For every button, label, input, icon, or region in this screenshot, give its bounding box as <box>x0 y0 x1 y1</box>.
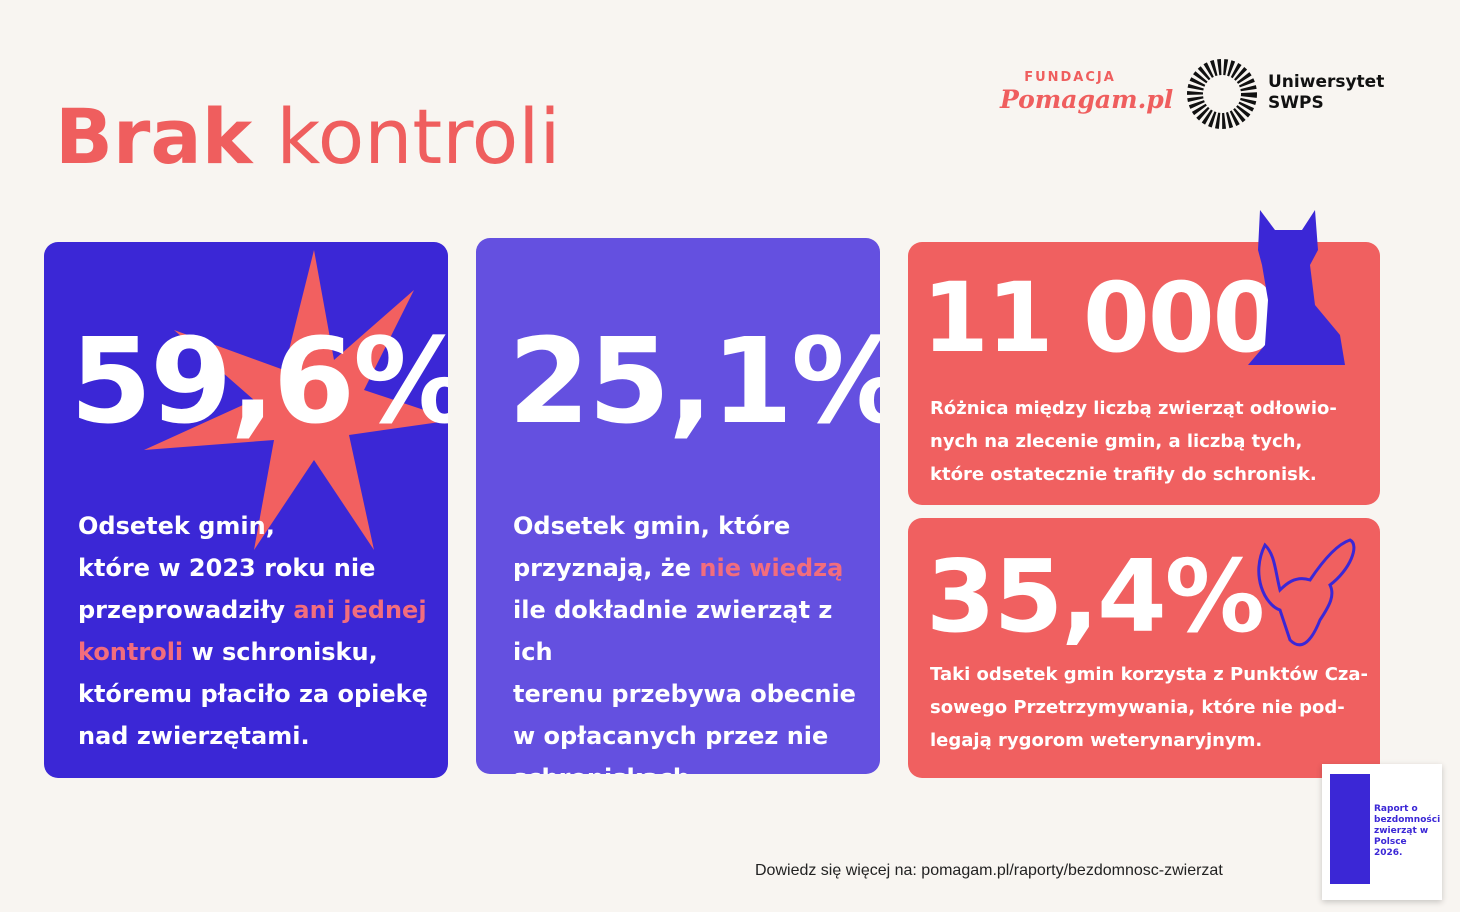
card-text: Odsetek gmin, które przyznają, że nie wi… <box>513 505 880 774</box>
card: 59,6% Odsetek gmin, które w 2023 roku ni… <box>44 242 448 778</box>
card-text: Taki odsetek gmin korzysta z Punktów Cza… <box>930 664 1369 751</box>
cat-illustration <box>1248 210 1345 365</box>
report-title: Raport o bezdomności zwierząt w Polsce 2… <box>1374 804 1441 858</box>
card-text: Różnica między liczbą zwierząt odłowio- … <box>930 398 1337 485</box>
logo-pomagam: FUNDACJA Pomagam.pl <box>1000 70 1174 114</box>
highlight: ani jednej kontroli <box>78 596 427 666</box>
logo-swps-mark <box>1187 59 1257 129</box>
text: ile dokładnie zwierząt z ich terenu prze… <box>513 596 856 774</box>
text: w schronisku, któremu płaciło za opiekę … <box>78 638 428 750</box>
cat <box>1248 210 1345 365</box>
title-light: kontroli <box>276 92 561 181</box>
card: 11 000 Różnica między liczbą zwierząt od… <box>908 242 1380 505</box>
highlight: nie wiedzą <box>699 554 844 582</box>
title-bold: Brak <box>55 92 253 181</box>
title: Brak kontroli <box>55 92 561 181</box>
text: Odsetek gmin, które w 2023 roku nie prze… <box>78 512 376 624</box>
sunburst <box>1187 59 1257 129</box>
footer: Dowiedz się więcej na: pomagam.pl/raport… <box>755 862 1223 879</box>
text: Odsetek gmin, które przyznają, że <box>513 512 791 582</box>
logo-text: Uniwersytet <box>1268 72 1385 92</box>
stat: 35,4% <box>926 538 1265 655</box>
dog-illustration <box>1257 538 1356 647</box>
star <box>144 250 448 550</box>
report-thumbnail: Raport o bezdomności zwierząt w Polsce 2… <box>1322 764 1442 900</box>
thumb-graphic <box>1330 774 1370 884</box>
logo-text: Pomagam.pl <box>1000 85 1174 114</box>
card: 25,1% Odsetek gmin, które przyznają, że … <box>476 238 880 774</box>
card-text: Odsetek gmin, które w 2023 roku nie prze… <box>78 505 428 757</box>
stat: 59,6% <box>70 312 448 450</box>
card: 35,4% Taki odsetek gmin korzysta z Punkt… <box>908 518 1380 778</box>
logo-text: SWPS <box>1268 93 1324 113</box>
stat: 25,1% <box>508 312 880 450</box>
dog <box>1257 538 1356 647</box>
star-decoration <box>144 250 448 550</box>
logo-swps: Uniwersytet SWPS <box>1268 72 1384 114</box>
stat: 11 000 <box>922 262 1279 374</box>
logo-text: FUNDACJA <box>1024 70 1116 85</box>
